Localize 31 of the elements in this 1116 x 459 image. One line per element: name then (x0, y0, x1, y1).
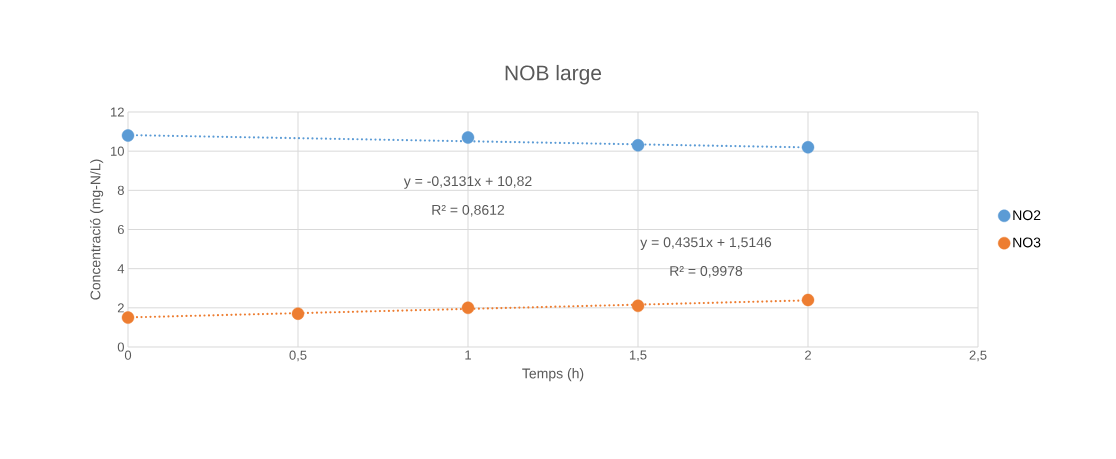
point (461, 131, 475, 144)
point (121, 129, 135, 142)
y-tick-label: 6 (117, 224, 124, 235)
annotation: R² = 0,8612 (432, 204, 505, 217)
chart-title: NOB large (505, 64, 602, 85)
point (801, 293, 815, 307)
y-axis-title: Concentració (mg-N/L) (89, 159, 104, 300)
x-tick-label: 2 (805, 350, 811, 360)
annotation: y = 0,4351x + 1,5146 (640, 237, 772, 250)
point (631, 139, 645, 152)
legend-label: NO2 (1013, 210, 1041, 221)
x-tick-label: 0 (124, 350, 132, 360)
point (291, 307, 305, 320)
annotation: R² = 0,9978 (670, 266, 743, 278)
x-tick-label: 2,5 (969, 350, 987, 362)
x-tick-label: 1,5 (629, 350, 647, 362)
y-tick-label: 12 (111, 107, 124, 117)
y-tick-label: 2 (117, 303, 124, 313)
point (121, 311, 135, 324)
point (801, 141, 815, 154)
y-tick-label: 4 (117, 264, 125, 274)
point (631, 299, 645, 313)
y-tick-label: 8 (117, 185, 124, 195)
point (461, 301, 475, 315)
annotation: y = -0,3131x + 10,82 (403, 176, 532, 189)
x-axis-title: Temps (h) (522, 368, 584, 382)
y-tick-label: 0 (117, 342, 124, 352)
legend-label: NO3 (1013, 237, 1041, 248)
x-tick-label: 1 (465, 350, 471, 360)
y-tick-label: 10 (111, 146, 124, 156)
x-tick-label: 0,5 (289, 350, 307, 362)
